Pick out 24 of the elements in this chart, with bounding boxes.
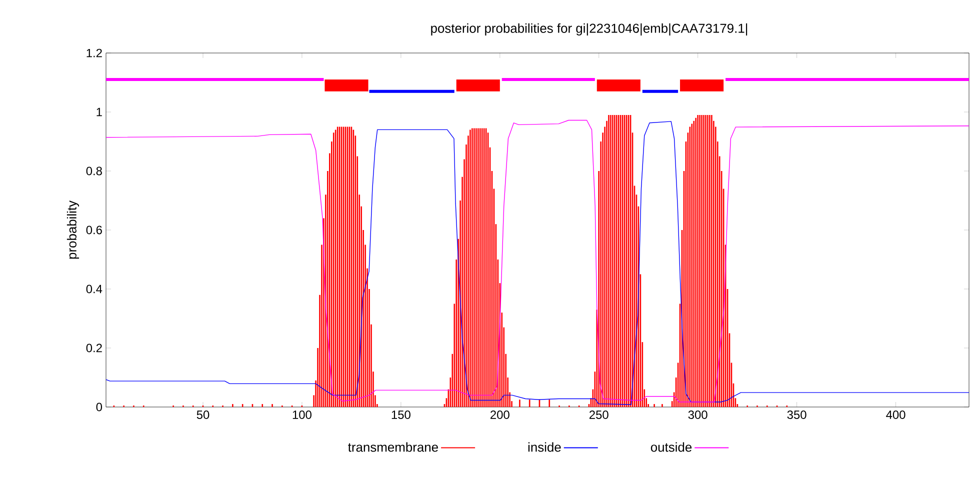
x-tick-label: 50	[196, 410, 210, 419]
chart-title: posterior probabilities for gi|2231046|emb|CAA73179.1|	[431, 23, 748, 36]
x-tick-label: 250	[589, 410, 608, 419]
bar	[324, 80, 368, 92]
bar	[596, 80, 640, 92]
y-tick-label: 1	[96, 108, 102, 116]
x-tick-label: 350	[787, 410, 806, 419]
y-tick-label: 1.2	[86, 48, 102, 58]
x-tick-label: 100	[292, 410, 312, 419]
bar	[456, 80, 500, 92]
y-axis-title: probability	[66, 200, 80, 259]
x-tick-label: 400	[886, 410, 906, 419]
y-tick-label: 0.4	[86, 284, 102, 294]
legend-label: outside	[650, 442, 692, 452]
bar	[680, 80, 724, 92]
legend-label: transmembrane	[348, 442, 438, 452]
x-tick-label: 200	[490, 410, 510, 419]
x-tick-label: 150	[392, 410, 410, 419]
y-tick-label: 0.8	[86, 166, 102, 176]
y-tick-label: 0	[96, 402, 102, 412]
y-tick-label: 0.6	[86, 226, 102, 234]
x-tick-label: 300	[688, 410, 708, 419]
y-tick-label: 0.2	[86, 344, 102, 352]
legend-label: inside	[528, 442, 561, 452]
